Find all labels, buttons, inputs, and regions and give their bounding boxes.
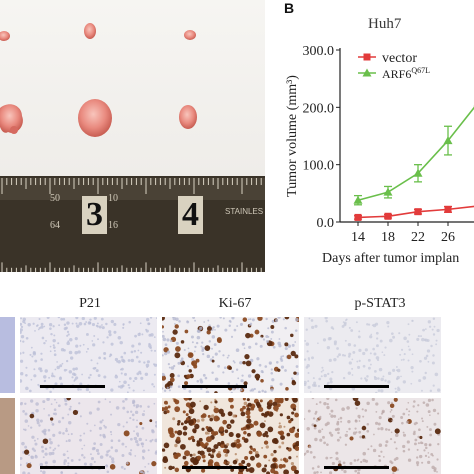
data-point xyxy=(354,213,362,221)
y-tick-label: 300.0 xyxy=(303,44,335,59)
tumor-small-3 xyxy=(184,30,196,40)
x-tick-label: 22 xyxy=(411,230,425,245)
col-label-pstat3: p-STAT3 xyxy=(354,296,406,311)
tumor-large-1 xyxy=(0,104,23,133)
ihc-pstat3-arf6 xyxy=(304,398,441,474)
ruler-number-3: 3 xyxy=(82,196,107,234)
ihc-p21-arf6 xyxy=(20,398,157,474)
legend-label: vector xyxy=(382,51,417,66)
ruler-number-4: 4 xyxy=(178,196,203,234)
scale-bar xyxy=(40,385,105,388)
chart-title: Huh7 xyxy=(368,16,402,32)
data-point xyxy=(353,195,363,204)
ihc-ki67-vector xyxy=(162,317,299,393)
col-label-p21: P21 xyxy=(79,296,101,311)
ruler-ticks xyxy=(1,178,262,272)
legend-marker xyxy=(363,53,371,61)
x-tick-label: 14 xyxy=(351,230,365,245)
ruler-small-64: 64 xyxy=(50,220,60,231)
ihc-pstat3-vector xyxy=(304,317,441,393)
x-axis-label: Days after tumor implan xyxy=(322,251,459,266)
ihc-ki67-arf6 xyxy=(162,398,299,474)
data-point xyxy=(413,168,423,177)
y-tick-label: 200.0 xyxy=(303,101,335,116)
tumor-large-3 xyxy=(179,105,197,129)
scale-bar xyxy=(182,385,247,388)
data-point xyxy=(443,136,453,145)
ruler-small-10: 10 xyxy=(108,193,118,204)
col-label-ki67: Ki-67 xyxy=(218,296,252,311)
scale-bar xyxy=(182,466,247,469)
tumor-large-2 xyxy=(78,99,112,137)
panel-letter-b: B xyxy=(284,0,295,16)
ihc-p21-vector xyxy=(20,317,157,393)
y-axis-label: Tumor volume (mm³) xyxy=(285,75,300,197)
ruler-small-16: 16 xyxy=(108,220,118,231)
ruler-small-50: 50 xyxy=(50,193,60,204)
scale-bar xyxy=(324,385,389,388)
ihc-panel-left-top xyxy=(0,317,15,393)
data-point xyxy=(444,205,452,213)
x-tick-label: 18 xyxy=(381,230,395,245)
tumor-photo: 3 4 50 10 64 16 STAINLES xyxy=(0,0,265,272)
legend-marker xyxy=(362,68,372,77)
data-point xyxy=(414,208,422,216)
scale-bar xyxy=(40,466,105,469)
ruler-brand-text: STAINLES xyxy=(225,207,264,216)
ihc-panel-left-bottom xyxy=(0,398,15,474)
legend-label: ARF6Q67L xyxy=(382,66,430,81)
tumor-small-1 xyxy=(0,31,10,41)
y-tick-label: 0.0 xyxy=(317,216,335,231)
data-point xyxy=(383,187,393,196)
tumor-small-2 xyxy=(84,23,96,39)
data-point xyxy=(384,212,392,220)
y-tick-label: 100.0 xyxy=(303,159,335,174)
x-tick-label: 26 xyxy=(441,230,455,245)
scale-bar xyxy=(324,466,389,469)
series-line-ARF6 xyxy=(357,106,474,201)
